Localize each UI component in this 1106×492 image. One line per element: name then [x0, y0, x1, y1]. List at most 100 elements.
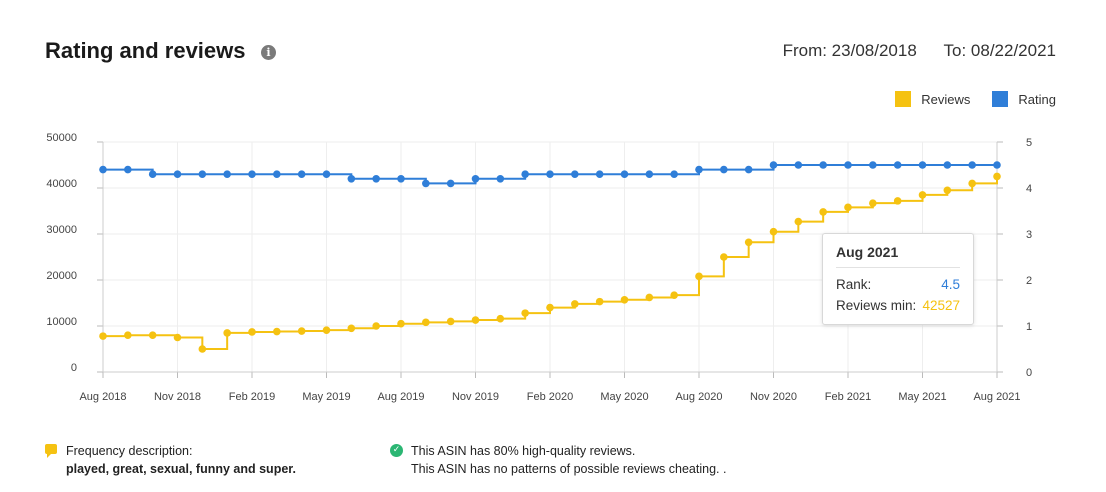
y-left-tick-label: 40000	[46, 178, 77, 190]
message-icon	[45, 444, 57, 458]
tooltip-reviews-value: 42527	[922, 298, 960, 313]
reviews-point	[720, 253, 728, 261]
reviews-point	[372, 322, 380, 330]
rating-point	[546, 170, 554, 178]
rating-point	[620, 170, 629, 178]
date-to[interactable]: To: 08/22/2021	[943, 41, 1056, 60]
y-right-tick-label: 3	[1026, 229, 1032, 241]
tooltip-rank-label: Rank:	[836, 277, 872, 292]
y-right-tick-label: 4	[1026, 183, 1032, 195]
info-icon[interactable]: i	[261, 45, 276, 60]
reviews-line	[103, 176, 998, 350]
date-range: From: 23/08/2018 To: 08/22/2021	[783, 41, 1056, 61]
y-right-tick-label: 1	[1026, 321, 1032, 333]
legend-label-reviews: Reviews	[921, 91, 971, 107]
reviews-point	[794, 217, 803, 226]
rating-point	[794, 161, 803, 169]
reviews-point	[322, 326, 331, 334]
rating-reviews-chart[interactable]: 0 10000 20000 30000 40000 50000 0 1 2 3 4 5 Aug 2018…	[0, 0, 1106, 420]
y-right-tick-label: 0	[1026, 367, 1032, 379]
quality-info: ✓ This ASIN has 80% high-quality reviews…	[390, 442, 727, 478]
rating-point	[297, 170, 306, 178]
tooltip-rank-value: 4.5	[941, 277, 960, 292]
rating-point	[397, 175, 405, 183]
rating-point	[571, 170, 579, 178]
x-tick-label: Aug 2020	[675, 391, 722, 403]
reviews-point	[819, 208, 827, 216]
reviews-point	[993, 172, 1001, 181]
chart-tooltip: Aug 2021 Rank: 4.5 Reviews min: 42527	[822, 233, 974, 325]
reviews-point	[918, 191, 927, 199]
rating-point	[645, 170, 654, 178]
tooltip-reviews-row: Reviews min: 42527	[836, 298, 960, 313]
reviews-point	[297, 327, 306, 335]
chart-axes: 0 10000 20000 30000 40000 50000 0 1 2 3 4 5 Aug 2018…	[46, 132, 1032, 403]
reviews-point	[521, 309, 529, 317]
rating-point	[993, 161, 1001, 169]
x-tick-label: May 2019	[302, 391, 350, 403]
y-left-tick-label: 50000	[46, 132, 77, 144]
rating-point	[869, 161, 877, 169]
x-tick-label: Feb 2020	[527, 391, 573, 403]
rating-point	[322, 170, 331, 178]
reviews-point	[943, 186, 952, 195]
tooltip-title: Aug 2021	[836, 244, 960, 268]
rating-point	[372, 175, 380, 183]
date-from[interactable]: From: 23/08/2018	[782, 41, 917, 60]
rating-point	[273, 170, 281, 178]
cheating-line: This ASIN has no patterns of possible re…	[411, 462, 727, 476]
rating-point	[223, 170, 231, 178]
y-right-tick-label: 5	[1026, 137, 1032, 149]
y-left-tick-label: 20000	[46, 270, 77, 282]
quality-line: This ASIN has 80% high-quality reviews.	[411, 444, 636, 458]
reviews-point	[670, 291, 678, 299]
rating-point	[819, 161, 827, 169]
x-tick-label: Aug 2021	[973, 391, 1020, 403]
rating-point	[670, 170, 678, 178]
x-tick-label: Aug 2018	[79, 391, 126, 403]
frequency-label: Frequency description:	[66, 444, 193, 458]
rating-point	[148, 170, 157, 178]
reviews-point	[347, 324, 356, 333]
rating-point	[968, 161, 976, 169]
legend-item-rating[interactable]: Rating	[992, 91, 1056, 107]
chart-legend: Reviews Rating	[895, 91, 1056, 107]
rating-point	[893, 161, 902, 169]
rating-point	[844, 161, 852, 169]
rating-point	[347, 175, 356, 183]
reviews-point	[248, 328, 256, 336]
reviews-point	[198, 345, 207, 353]
y-left-tick-label: 30000	[46, 224, 77, 236]
reviews-point	[124, 331, 132, 340]
reviews-point	[595, 297, 604, 306]
reviews-point	[223, 329, 231, 337]
x-tick-label: Feb 2021	[825, 391, 871, 403]
rating-point	[695, 165, 703, 174]
frequency-words: played, great, sexual, funny and super.	[66, 462, 296, 476]
legend-swatch-rating	[992, 91, 1009, 107]
reviews-point	[273, 327, 281, 336]
x-tick-label: Aug 2019	[377, 391, 424, 403]
x-tick-label: May 2021	[898, 391, 946, 403]
legend-label-rating: Rating	[1018, 91, 1056, 107]
reviews-point	[645, 293, 654, 302]
reviews-point	[893, 197, 902, 205]
reviews-point	[620, 295, 629, 304]
reviews-point	[571, 300, 579, 308]
rating-point	[446, 179, 455, 188]
rating-point	[769, 161, 778, 169]
reviews-series	[99, 172, 1001, 353]
reviews-point	[869, 199, 877, 207]
reviews-point	[695, 272, 703, 281]
reviews-point	[397, 319, 405, 328]
rating-point	[422, 179, 430, 188]
tooltip-rank-row: Rank: 4.5	[836, 277, 960, 292]
legend-item-reviews[interactable]: Reviews	[895, 91, 970, 107]
rating-point	[99, 165, 107, 174]
rating-point	[173, 170, 182, 178]
y-right-tick-label: 2	[1026, 275, 1032, 287]
check-circle-icon: ✓	[390, 444, 403, 457]
rating-point	[943, 161, 952, 169]
rating-point	[471, 175, 480, 183]
rating-point	[720, 165, 728, 174]
